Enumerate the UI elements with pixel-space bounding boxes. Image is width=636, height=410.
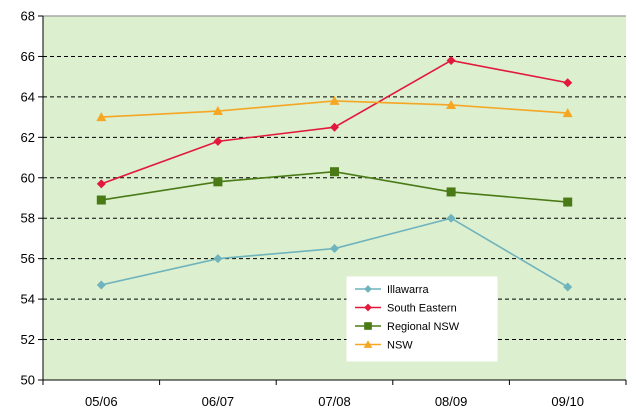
data-point — [212, 106, 223, 116]
legend-label: NSW — [387, 340, 413, 352]
data-point — [563, 78, 573, 88]
x-tick-label: 06/07 — [202, 394, 235, 409]
plot-area — [43, 16, 626, 380]
data-point — [562, 108, 573, 118]
y-tick-label: 66 — [21, 49, 35, 64]
y-tick-label: 62 — [21, 130, 35, 145]
data-point — [213, 136, 223, 146]
data-point — [329, 95, 340, 105]
series-south-eastern — [96, 55, 573, 189]
y-tick-label: 52 — [21, 332, 35, 347]
data-point — [446, 99, 457, 109]
data-point — [96, 112, 107, 122]
legend-item: Regional NSW — [355, 321, 460, 333]
y-tick-label: 56 — [21, 251, 35, 266]
series-regional-nsw — [96, 167, 573, 207]
legend-marker — [364, 303, 372, 312]
y-tick-label: 54 — [21, 292, 35, 307]
legend-label: South Eastern — [387, 303, 457, 315]
legend-item: NSW — [355, 340, 413, 352]
legend-label: Illawarra — [387, 284, 429, 296]
x-tick-label: 07/08 — [318, 394, 351, 409]
y-tick-label: 64 — [21, 89, 35, 104]
data-point — [330, 167, 339, 177]
gridlines — [43, 15, 626, 341]
data-point — [446, 55, 456, 65]
y-tick-label: 68 — [21, 9, 35, 24]
data-point — [563, 282, 573, 292]
data-point — [213, 254, 223, 264]
axes: 50 52 54 56 58 60 62 64 66 68 05/06 06/07 07/08 08/09… — [21, 9, 627, 409]
legend: Illawarra South Eastern Regional NSW NSW — [346, 276, 498, 362]
y-tick-label: 58 — [21, 211, 35, 226]
x-tick-label: 08/09 — [435, 394, 468, 409]
data-point — [446, 187, 456, 197]
y-tick-label: 50 — [21, 373, 35, 388]
legend-marker — [364, 285, 372, 293]
data-point — [330, 244, 339, 254]
data-point — [213, 177, 223, 187]
x-tick-label: 09/10 — [551, 394, 584, 409]
y-tick-label: 60 — [21, 170, 35, 185]
legend-label: Regional NSW — [387, 321, 460, 333]
series-nsw — [96, 95, 573, 122]
legend-marker — [363, 340, 373, 348]
data-point — [96, 179, 106, 189]
data-point — [96, 280, 106, 290]
x-tick-label: 05/06 — [85, 394, 118, 409]
series-layer — [96, 55, 573, 292]
data-point — [446, 213, 456, 223]
legend-box — [346, 276, 498, 362]
legend-marker — [364, 322, 372, 330]
legend-item: Illawarra — [355, 284, 429, 296]
series-illawarra — [96, 213, 573, 292]
data-point — [563, 197, 573, 207]
legend-item: South Eastern — [355, 303, 457, 315]
data-point — [96, 195, 106, 205]
data-point — [330, 122, 339, 132]
